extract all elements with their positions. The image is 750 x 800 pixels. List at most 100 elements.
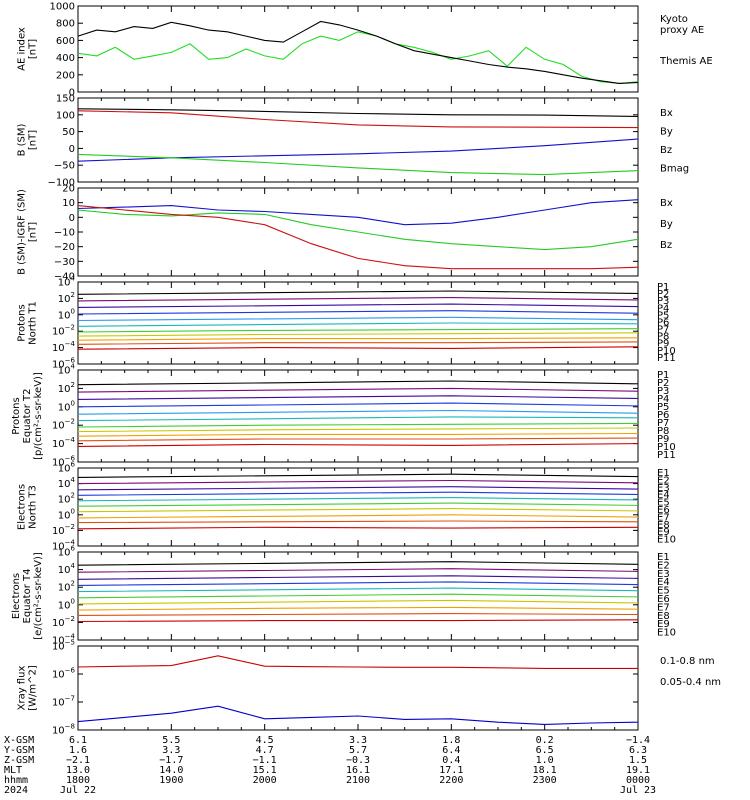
series-line-e8 — [77, 514, 639, 519]
x-axis-cell: −2.1 — [66, 755, 90, 766]
x-axis-cell: −1.7 — [159, 755, 183, 766]
x-axis-cell: 4.7 — [256, 745, 274, 756]
legend-label: P5 — [657, 402, 669, 413]
legend-label: E2 — [657, 560, 670, 571]
x-axis-cell: 2200 — [439, 775, 463, 786]
legend-label: P9 — [657, 434, 669, 445]
legend-label: P1 — [657, 282, 669, 293]
legend-label: Kyoto — [660, 14, 688, 25]
legend-label: E9 — [657, 527, 670, 538]
legend-label: E2 — [657, 475, 670, 486]
series-line-e5 — [77, 587, 639, 593]
series-line-bmag — [77, 108, 639, 118]
y-tick-label: −10 — [54, 228, 75, 239]
legend-label: P10 — [657, 442, 676, 453]
legend-label: E8 — [657, 611, 670, 622]
panel-b_minus_igrf: −40 −30 −20 −10 0 10 20 B (SM)-IGRF (SM) [nT] Bx B… — [17, 184, 673, 283]
y-tick-label: 10−2 — [52, 523, 75, 537]
legend-label: 0.1-0.8 nm — [660, 656, 715, 667]
series-line-e9 — [77, 613, 639, 616]
y-axis-label: B (SM)-IGRF (SM) — [17, 189, 28, 275]
legend-label: P6 — [657, 410, 669, 421]
legend-label: E7 — [657, 602, 670, 613]
y-tick-label: 100 — [58, 597, 75, 611]
series-line-p3 — [77, 395, 639, 400]
legend-label: Bx — [660, 108, 673, 119]
x-axis-cell: 1.6 — [69, 745, 87, 756]
series-line-p4 — [77, 310, 639, 315]
series-line-bz — [77, 110, 639, 129]
legend-label: P3 — [657, 296, 669, 307]
legend-label: P8 — [657, 426, 669, 437]
y-axis-label: Equator T2 — [22, 389, 33, 444]
y-tick-label: 100 — [58, 507, 75, 521]
y-axis-label: B (SM) — [17, 123, 28, 156]
series-line-e6 — [77, 502, 639, 507]
legend-label: P2 — [657, 378, 669, 389]
x-axis-cell: 3.3 — [162, 745, 180, 756]
x-axis-cell: 0.2 — [536, 735, 554, 746]
y-axis-label: North T1 — [28, 301, 39, 345]
series-line-p6 — [77, 322, 639, 327]
y-tick-label: 104 — [58, 562, 76, 576]
legend-label: P10 — [657, 346, 676, 357]
legend-label: P1 — [657, 370, 669, 381]
legend-label: P7 — [657, 325, 669, 336]
series-line-e7 — [77, 599, 639, 605]
legend-label: E5 — [657, 586, 670, 597]
x-axis-cell: 3.3 — [349, 735, 367, 746]
y-axis-label: [nT] — [28, 222, 39, 242]
plot-frame — [77, 97, 639, 183]
series-line-0-1-0-8-nm — [77, 655, 638, 669]
series-line-p3 — [77, 303, 639, 308]
legend-label: E5 — [657, 498, 670, 509]
legend-label: E6 — [657, 594, 670, 605]
legend-label: P3 — [657, 386, 669, 397]
series-line-e2 — [77, 479, 639, 485]
x-axis-cell: 5.7 — [349, 745, 367, 756]
x-axis-cell: 6.4 — [442, 745, 460, 756]
legend-label: E10 — [657, 628, 676, 639]
y-axis-label: North T3 — [28, 485, 39, 529]
series-line-e5 — [77, 497, 639, 502]
x-axis-cell: 13.0 — [66, 765, 90, 776]
series-line-themis-ae — [77, 20, 639, 84]
series-line-by — [77, 209, 639, 251]
x-axis-cell: Jul 23 — [620, 785, 656, 796]
y-tick-label: 10−6 — [52, 667, 76, 681]
x-axis-cell: 2300 — [533, 775, 557, 786]
y-tick-label: 20 — [62, 184, 75, 195]
legend-label: P4 — [657, 394, 669, 405]
y-axis-label: [nT] — [28, 130, 39, 150]
series-line-e6 — [77, 593, 639, 599]
x-axis-row-label: Z-GSM — [4, 755, 34, 766]
legend-label: By — [660, 219, 673, 230]
y-axis-label: Xray flux — [17, 666, 28, 711]
series-line-p6 — [77, 416, 639, 422]
x-axis-row-label: MLT — [4, 765, 22, 776]
series-line-p7 — [77, 422, 639, 428]
y-tick-label: 10−2 — [52, 418, 75, 432]
y-axis-label: Electrons — [17, 484, 28, 530]
series-line-p9 — [77, 337, 639, 341]
y-tick-label: 100 — [58, 399, 75, 413]
y-axis-label: [W/m^2] — [28, 665, 39, 711]
legend-label: By — [660, 127, 673, 138]
series-line-p1 — [77, 380, 639, 386]
y-tick-label: −30 — [54, 257, 75, 268]
legend-label: E6 — [657, 505, 670, 516]
series-line-by — [77, 153, 639, 176]
legend-label: P7 — [657, 418, 669, 429]
y-tick-label: 200 — [56, 70, 75, 81]
legend-label: P4 — [657, 303, 669, 314]
series-line-e3 — [77, 486, 639, 491]
x-axis-cell: 16.1 — [346, 765, 370, 776]
series-line-e2 — [77, 568, 639, 573]
series-line-bz — [77, 205, 639, 270]
plot-frame — [77, 467, 639, 547]
x-axis-cell: 2000 — [253, 775, 277, 786]
panel-ae_index: 0 200 400 600 800 1000 AE index [nT] Kyotoproxy … — [17, 2, 713, 99]
